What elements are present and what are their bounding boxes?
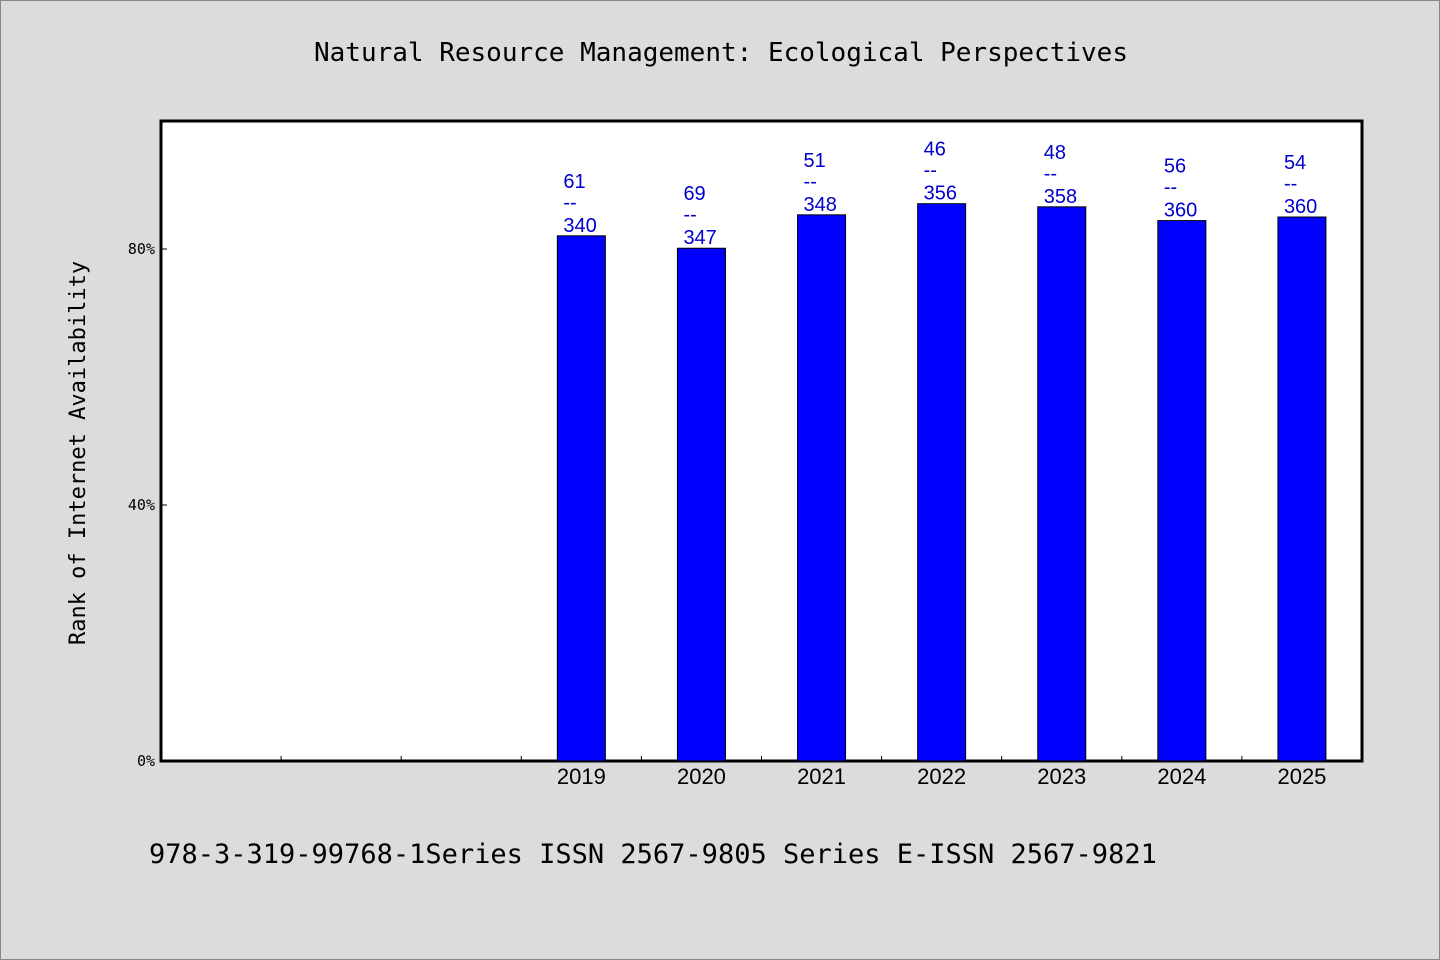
- data-label-bottom: 360: [1164, 200, 1197, 222]
- data-label-top: 69: [683, 183, 705, 205]
- data-labels-group: 61--34069--34751--34846--35648--35856--3…: [563, 139, 1317, 250]
- bar-2019: [556, 235, 606, 762]
- bar-2022: [917, 203, 967, 762]
- data-label-separator: --: [1164, 177, 1177, 199]
- x-tick-label: 2024: [1157, 764, 1206, 789]
- bar-2023: [1037, 206, 1087, 762]
- footer-isbn-text: 978-3-319-99768-1Series ISSN 2567-9805 S…: [149, 839, 1157, 870]
- data-label-separator: --: [1284, 173, 1297, 195]
- y-axis-label: Rank of Internet Availability: [66, 261, 91, 645]
- data-label-top: 61: [563, 171, 585, 193]
- data-label-bottom: 358: [1044, 186, 1077, 208]
- bar-2024: [1157, 220, 1207, 762]
- bar-2021: [797, 214, 847, 762]
- y-tick-label: 40%: [128, 496, 155, 514]
- data-label-separator: --: [1044, 163, 1057, 185]
- bars-group: [556, 203, 1327, 762]
- bar-2025: [1277, 216, 1327, 762]
- data-label-bottom: 340: [563, 215, 596, 237]
- y-tick-label: 0%: [137, 752, 155, 770]
- chart-title: Natural Resource Management: Ecological …: [314, 38, 1128, 68]
- data-label-separator: --: [804, 171, 817, 193]
- data-label-bottom: 347: [683, 227, 716, 249]
- data-label-bottom: 356: [924, 183, 957, 205]
- data-label-separator: --: [924, 160, 937, 182]
- x-tick-label: 2021: [797, 764, 846, 789]
- data-label-bottom: 348: [804, 194, 837, 216]
- data-label-top: 48: [1044, 142, 1066, 164]
- data-label-top: 54: [1284, 152, 1306, 174]
- x-tick-label: 2025: [1277, 764, 1326, 789]
- data-label-top: 56: [1164, 156, 1186, 178]
- data-label-separator: --: [683, 204, 696, 226]
- x-tick-label: 2023: [1037, 764, 1086, 789]
- x-axis: 2019 2020 2021 2022 2023 2024 2025: [280, 756, 1326, 789]
- data-label-separator: --: [563, 192, 576, 214]
- y-axis: 0% 40% 80%: [128, 240, 167, 770]
- x-tick-label: 2022: [917, 764, 966, 789]
- y-tick-label: 80%: [128, 240, 155, 258]
- bar-2020: [676, 247, 726, 762]
- x-tick-label: 2020: [677, 764, 726, 789]
- data-label-top: 46: [924, 139, 946, 161]
- data-label-top: 51: [804, 150, 826, 172]
- x-tick-label: 2019: [557, 764, 606, 789]
- data-label-bottom: 360: [1284, 196, 1317, 218]
